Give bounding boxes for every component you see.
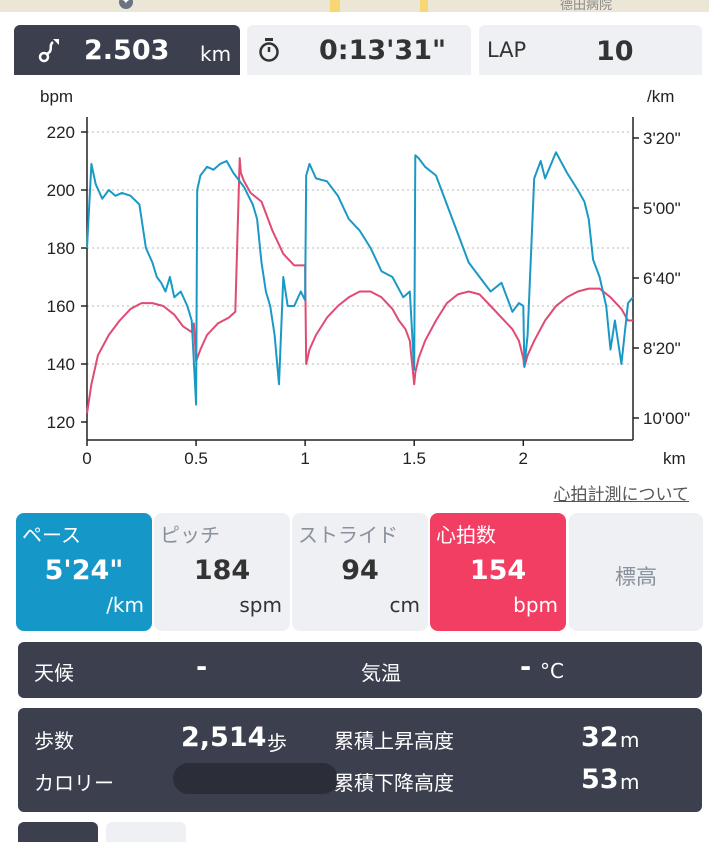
metric-value: 184 (193, 555, 251, 586)
stopwatch-icon (259, 38, 279, 62)
map-strip: ✦ 德田病院 (0, 0, 709, 13)
y-left-axis-label: bpm (40, 87, 73, 106)
x-tick-label: 2 (519, 449, 528, 468)
calorie-label: カロリー (34, 771, 114, 795)
ascent-value: 32 (581, 722, 619, 753)
steps-label: 歩数 (34, 729, 74, 753)
metric-label: 標高 (615, 565, 657, 589)
y-left-tick-label: 160 (47, 297, 75, 316)
x-axis-label: km (663, 449, 686, 468)
time-tab[interactable]: 0:13'31" (247, 25, 471, 75)
steps-unit: 歩 (267, 731, 287, 755)
temperature-label: 気温 (361, 661, 401, 685)
route-icon (38, 39, 59, 63)
temperature-value: - (520, 652, 532, 683)
chart-svg: 2202001801601401203'20"5'00"6'40"8'20"10… (40, 87, 690, 468)
metric-tile-heart-rate[interactable]: 心拍数 154 bpm (430, 513, 566, 631)
metric-unit: cm (389, 593, 420, 617)
metric-tile-pace[interactable]: ペース 5'24" /km (16, 513, 152, 631)
distance-tab[interactable]: 2.503 km (14, 25, 240, 75)
y-right-tick-label: 6'40" (643, 269, 681, 288)
chart-lines (86, 151, 634, 414)
distance-value: 2.503 (84, 35, 170, 66)
distance-unit: km (200, 42, 232, 66)
bottom-tab-2[interactable] (106, 822, 186, 842)
descent-value: 53 (581, 764, 619, 795)
y-right-axis-label: /km (647, 87, 674, 106)
lap-tab[interactable]: LAP 10 (479, 25, 702, 75)
weather-label: 天候 (34, 661, 74, 685)
metric-value: 94 (341, 555, 379, 586)
y-right-tick-label: 5'00" (643, 199, 681, 218)
y-left-tick-label: 180 (47, 239, 75, 258)
map-road (420, 0, 428, 12)
chart-axes (81, 117, 639, 446)
descent-label: 累積下降高度 (334, 771, 454, 795)
chart-grid (87, 131, 633, 365)
y-left-tick-label: 220 (47, 123, 75, 142)
weather-panel: 天候 - 気温 - °C (18, 642, 702, 698)
temperature-unit: °C (540, 659, 564, 683)
metric-label: ストライド (298, 523, 398, 547)
metric-label: 心拍数 (436, 523, 496, 547)
map-pin-icon: ✦ (119, 0, 133, 9)
heart-rate-info-link[interactable]: 心拍計測について (553, 485, 690, 505)
metric-value: 5'24" (44, 555, 124, 586)
steps-value: 2,514 (181, 722, 267, 753)
y-right-tick-label: 10'00" (643, 409, 690, 428)
metric-unit: /km (106, 593, 144, 617)
map-road (330, 0, 340, 12)
metric-value: 154 (469, 555, 527, 586)
x-tick-label: 1.5 (402, 449, 426, 468)
bottom-tab-1[interactable] (18, 822, 98, 842)
heart-rate-line (86, 157, 633, 414)
y-left-tick-label: 140 (47, 355, 75, 374)
calorie-redacted (173, 763, 338, 794)
map-label: 德田病院 (560, 0, 613, 13)
summary-panel: 歩数 2,514 歩 累積上昇高度 32 m カロリー 累積下降高度 53 m (18, 708, 702, 812)
y-right-tick-label: 3'20" (643, 129, 681, 148)
descent-unit: m (620, 770, 640, 794)
metric-tile-pitch[interactable]: ピッチ 184 spm (154, 513, 290, 631)
lap-value: 10 (596, 36, 634, 67)
metric-unit: bpm (513, 593, 558, 617)
chart-labels: 2202001801601401203'20"5'00"6'40"8'20"10… (40, 87, 690, 468)
metric-tile-stride[interactable]: ストライド 94 cm (292, 513, 428, 631)
ascent-unit: m (620, 728, 640, 752)
weather-value: - (196, 652, 208, 683)
metric-label: ピッチ (160, 523, 220, 547)
pace-heart-rate-chart: 220 200 180 160 140 120 3'20" 5'00" 6'40" 8'20" 10… (0, 80, 709, 500)
y-left-tick-label: 120 (47, 413, 75, 432)
pace-line (86, 151, 634, 406)
y-left-tick-label: 200 (47, 181, 75, 200)
lap-label: LAP (487, 38, 527, 62)
metric-tile-elevation[interactable]: 標高 (569, 513, 703, 631)
metric-unit: spm (239, 593, 282, 617)
time-value: 0:13'31" (319, 35, 447, 66)
x-tick-label: 0 (82, 449, 91, 468)
x-tick-label: 1 (300, 449, 309, 468)
metric-label: ペース (22, 523, 81, 547)
x-tick-label: 0.5 (184, 449, 208, 468)
y-right-tick-label: 8'20" (643, 339, 681, 358)
ascent-label: 累積上昇高度 (334, 729, 454, 753)
